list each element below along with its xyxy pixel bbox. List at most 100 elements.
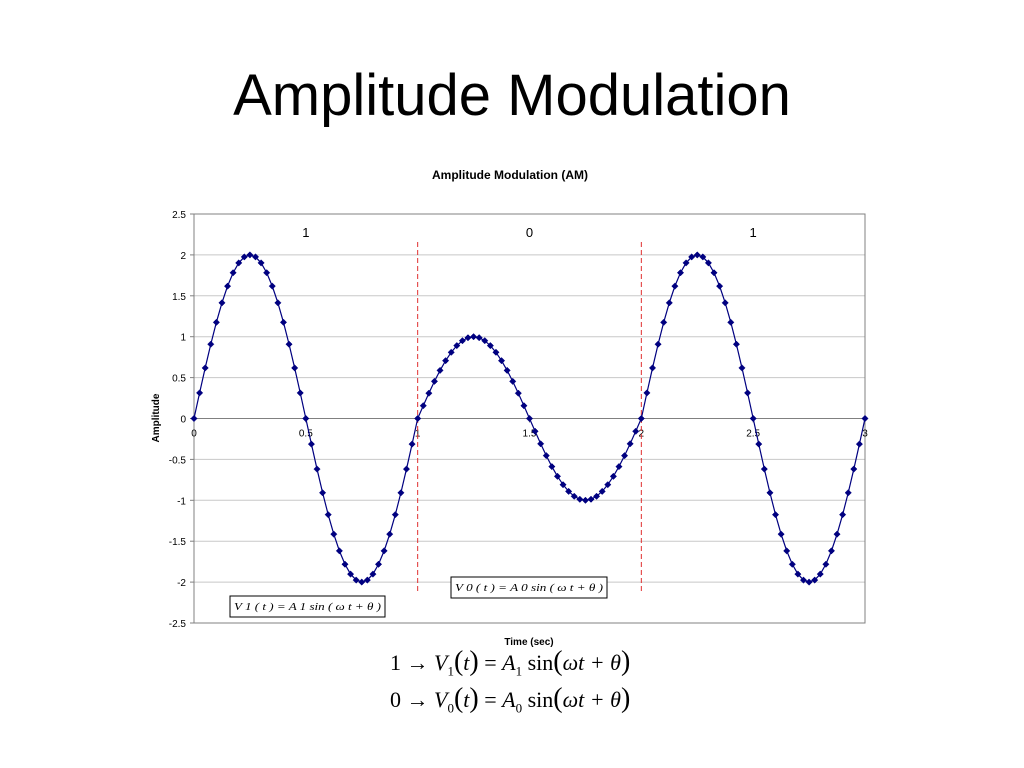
data-point — [559, 481, 567, 489]
data-point — [716, 282, 724, 290]
data-point — [425, 389, 433, 397]
data-point — [246, 251, 254, 259]
eq2-bit: 0 — [390, 687, 401, 712]
data-point — [704, 259, 712, 267]
x-axis-label: Time (sec) — [504, 637, 553, 648]
data-point — [212, 318, 220, 326]
eq2-a: A — [502, 687, 516, 712]
chart-title: Amplitude Modulation (AM) — [432, 168, 588, 182]
data-point — [503, 366, 511, 374]
data-point — [766, 489, 774, 497]
data-point — [481, 337, 489, 345]
data-point — [414, 414, 422, 423]
data-point — [201, 364, 209, 372]
data-point — [190, 414, 198, 423]
data-point — [553, 472, 562, 480]
data-point — [738, 364, 746, 372]
data-point — [648, 364, 657, 372]
eq2-arrow: → — [406, 687, 429, 712]
data-point — [593, 492, 601, 500]
data-point — [783, 547, 791, 555]
eq1-t: t — [463, 650, 470, 675]
data-point — [514, 389, 522, 397]
eq1-v: V — [434, 650, 448, 675]
data-point — [347, 570, 355, 578]
data-point — [805, 578, 813, 586]
data-point — [531, 427, 539, 435]
annotation-v1: V 1 ( t ) = A 1 sin ( ω t + θ ) — [229, 595, 386, 618]
data-point — [598, 487, 606, 495]
data-point — [632, 427, 640, 435]
data-point — [408, 440, 416, 448]
y-tick-label: -0.5 — [169, 455, 187, 466]
data-point — [430, 377, 438, 385]
data-point — [676, 269, 685, 277]
data-point — [537, 440, 545, 448]
annotation-v1-text: V 1 ( t ) = A 1 sin ( ω t + θ ) — [234, 602, 382, 613]
data-point — [710, 269, 718, 277]
eq2-t: t — [463, 687, 470, 712]
series-am-signal — [190, 251, 869, 586]
data-point — [363, 576, 371, 584]
data-point — [576, 495, 584, 503]
data-point — [688, 253, 696, 261]
data-point — [525, 414, 534, 423]
data-point — [464, 334, 472, 342]
data-point — [442, 357, 450, 365]
eq1-v-sub: 1 — [447, 663, 454, 679]
data-point — [643, 389, 651, 397]
data-point — [760, 465, 768, 473]
data-point — [727, 318, 735, 326]
data-point — [458, 337, 466, 345]
annotation-v0-text: V 0 ( t ) = A 0 sin ( ω t + θ ) — [455, 583, 604, 594]
data-point — [447, 348, 455, 356]
data-point — [291, 364, 299, 372]
data-point — [274, 299, 282, 307]
data-point — [240, 253, 248, 261]
data-point — [324, 511, 332, 519]
data-point — [453, 342, 461, 350]
data-point — [386, 530, 394, 538]
data-point — [581, 496, 589, 504]
eq1-a-sub: 1 — [515, 663, 523, 679]
data-point — [637, 414, 645, 423]
data-point — [470, 333, 478, 341]
data-point — [827, 547, 836, 555]
data-point — [548, 463, 556, 471]
eq2-v-sub: 0 — [447, 700, 454, 716]
data-point — [839, 511, 847, 519]
data-point — [609, 472, 617, 480]
data-point — [397, 489, 405, 497]
equation-bit-1: 1 → V1(t) = A1 sin(ωt + θ) — [390, 646, 631, 679]
eq2-equals: = — [484, 687, 497, 712]
data-point — [811, 576, 819, 584]
data-point — [844, 489, 852, 497]
data-point — [380, 547, 388, 555]
eq1-arg: ωt + θ — [562, 650, 621, 675]
data-point — [794, 570, 802, 578]
y-tick-label: 0.5 — [172, 374, 186, 385]
data-point — [235, 259, 243, 267]
data-point — [833, 530, 841, 538]
eq1-a: A — [502, 650, 516, 675]
data-point — [509, 377, 517, 385]
data-point — [755, 440, 763, 448]
data-point — [296, 389, 304, 397]
data-point — [749, 414, 757, 423]
y-tick-label: -2 — [177, 578, 186, 589]
x-tick-label: 1.5 — [523, 429, 537, 440]
eq1-equals: = — [484, 650, 497, 675]
data-point — [699, 253, 707, 261]
y-axis-label: Amplitude — [151, 393, 162, 442]
data-point — [285, 340, 293, 348]
x-tick-label: 0.5 — [299, 429, 313, 440]
x-tick-label: 2.5 — [746, 429, 760, 440]
data-point — [732, 340, 740, 348]
data-point — [660, 318, 668, 326]
data-point — [721, 299, 729, 307]
data-point — [207, 340, 215, 348]
y-tick-label: 0 — [180, 415, 186, 426]
data-point — [861, 414, 869, 423]
bit-labels: 1 0 1 — [302, 225, 757, 240]
